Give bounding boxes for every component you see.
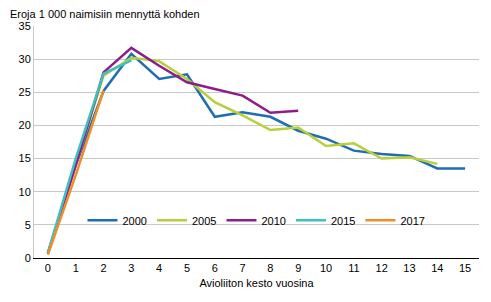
svg-text:2017: 2017 (400, 215, 424, 227)
svg-text:2010: 2010 (261, 215, 285, 227)
svg-text:30: 30 (19, 53, 31, 65)
svg-text:Avioliiton kesto vuosina: Avioliiton kesto vuosina (199, 277, 314, 289)
svg-text:20: 20 (19, 119, 31, 131)
svg-text:3: 3 (128, 262, 134, 274)
svg-text:14: 14 (431, 262, 443, 274)
svg-text:Eroja 1 000 naimisiin mennyttä: Eroja 1 000 naimisiin mennyttä kohden (10, 8, 200, 20)
svg-text:10: 10 (19, 186, 31, 198)
svg-text:15: 15 (459, 262, 471, 274)
svg-text:2015: 2015 (331, 215, 355, 227)
svg-text:35: 35 (19, 20, 31, 32)
svg-text:13: 13 (403, 262, 415, 274)
svg-text:9: 9 (295, 262, 301, 274)
svg-text:2005: 2005 (192, 215, 216, 227)
svg-text:25: 25 (19, 86, 31, 98)
svg-text:12: 12 (376, 262, 388, 274)
svg-text:2: 2 (100, 262, 106, 274)
svg-text:4: 4 (156, 262, 162, 274)
svg-text:10: 10 (320, 262, 332, 274)
svg-text:7: 7 (240, 262, 246, 274)
svg-text:15: 15 (19, 152, 31, 164)
svg-text:11: 11 (348, 262, 359, 274)
svg-text:5: 5 (184, 262, 190, 274)
svg-text:8: 8 (267, 262, 273, 274)
svg-text:5: 5 (25, 219, 31, 231)
svg-text:1: 1 (73, 262, 79, 274)
svg-text:0: 0 (25, 252, 31, 264)
svg-text:2000: 2000 (123, 215, 147, 227)
svg-text:6: 6 (212, 262, 218, 274)
svg-text:0: 0 (45, 262, 51, 274)
